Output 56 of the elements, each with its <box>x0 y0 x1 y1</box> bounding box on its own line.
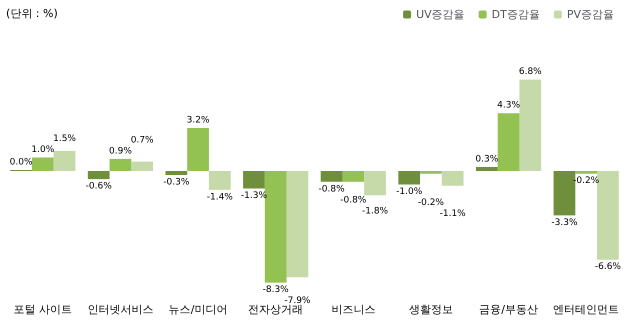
x-tick-label: 생활정보 <box>408 303 453 316</box>
data-label: -8.3% <box>262 285 290 296</box>
data-label: -1.1% <box>440 208 466 219</box>
x-tick-label: 엔터테인먼트 <box>553 303 620 316</box>
bar <box>420 171 442 174</box>
bar <box>519 80 542 171</box>
bar <box>364 171 386 196</box>
bar <box>498 113 520 171</box>
x-tick-label: 금융/부동산 <box>479 303 538 316</box>
legend-label: PV증감율 <box>566 8 614 21</box>
bar <box>342 171 364 182</box>
bar <box>398 171 420 184</box>
legend-label: DT증감율 <box>492 8 540 21</box>
data-label: -3.3% <box>551 218 578 228</box>
data-label: -1.4% <box>206 192 234 202</box>
bar <box>320 171 342 182</box>
data-label: 0.3% <box>475 154 499 164</box>
bar <box>32 158 54 171</box>
bar <box>264 171 287 283</box>
bar <box>575 171 598 174</box>
data-label: 1.0% <box>31 145 55 156</box>
x-tick-label: 전자상거래 <box>248 303 304 316</box>
bar <box>208 171 231 190</box>
data-label: -1.0% <box>396 186 423 197</box>
bar <box>165 171 188 176</box>
bar <box>286 171 308 278</box>
data-label: -0.8% <box>318 184 346 194</box>
legend-label: UV증감율 <box>416 8 465 21</box>
bar <box>131 162 154 171</box>
data-label: 1.5% <box>53 134 76 144</box>
data-label: 3.2% <box>186 115 210 126</box>
bar <box>476 166 498 171</box>
x-tick-label: 포털 사이트 <box>14 303 72 316</box>
x-tick-label: 비즈니스 <box>331 303 376 316</box>
data-label: 4.3% <box>497 100 520 111</box>
bar <box>187 128 209 171</box>
bar <box>243 171 265 188</box>
bar <box>54 150 76 171</box>
bar <box>88 171 110 180</box>
data-label: 0.7% <box>130 135 154 146</box>
data-label: -6.6% <box>594 262 622 272</box>
data-label: -1.8% <box>362 206 389 216</box>
bar <box>554 171 576 216</box>
data-label: -0.2% <box>418 198 444 208</box>
bar <box>110 158 132 171</box>
x-tick-label: 뉴스/미디어 <box>168 303 228 316</box>
data-label: -0.8% <box>340 195 367 206</box>
data-label: 0.0% <box>10 158 33 168</box>
data-label: -0.6% <box>86 182 112 192</box>
data-label: -0.3% <box>163 178 190 188</box>
bar <box>597 171 619 260</box>
data-label: 0.9% <box>109 146 132 156</box>
bar <box>442 171 464 186</box>
text: (단위 : %) <box>6 7 58 20</box>
data-label: 6.8% <box>518 67 542 78</box>
x-tick-label: 인터넷서비스 <box>87 303 154 316</box>
